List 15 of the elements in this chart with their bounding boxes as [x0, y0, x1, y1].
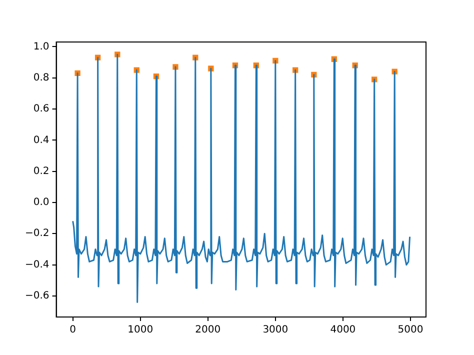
- x-tick-label: 2000: [195, 324, 221, 336]
- x-tick-label: 3000: [262, 324, 288, 336]
- y-tick-label: −0.2: [24, 228, 50, 240]
- y-tick-label: 0.2: [33, 166, 50, 177]
- y-tick-label: 0.4: [33, 134, 50, 146]
- y-tick-label: −0.4: [24, 259, 50, 270]
- y-tick-label: 0.0: [33, 197, 50, 208]
- x-tick-label: 4000: [330, 324, 356, 336]
- x-tick-label: 0: [70, 324, 76, 336]
- x-tick-label: 5000: [398, 324, 424, 336]
- y-tick-label: −0.6: [24, 290, 50, 302]
- y-tick-label: 1.0: [33, 41, 50, 52]
- y-tick-label: 0.6: [33, 104, 50, 115]
- y-tick-label: 0.8: [33, 72, 50, 84]
- x-tick-label: 1000: [128, 324, 154, 336]
